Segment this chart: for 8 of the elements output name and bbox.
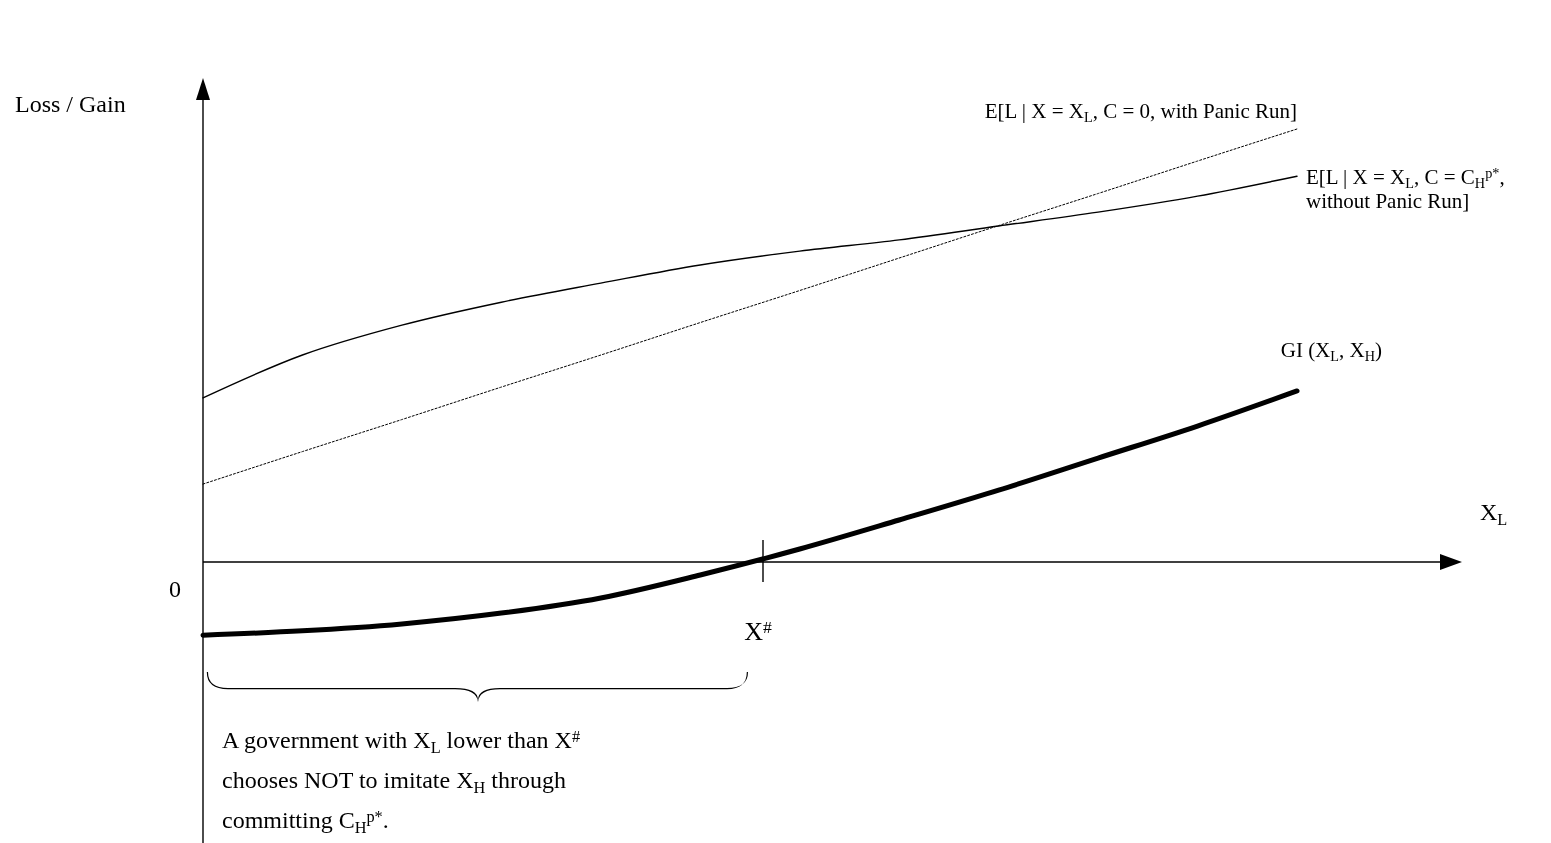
series-label: E[L | X = X$_{L}$, C = 0, with Panic Run] [984, 99, 1297, 126]
text: A government with X$_{L}$ lower than X$^{#}$ chooses NOT to imitate X$_{H}$ through committing C$_{H}$$^{p*}$. [222, 726, 581, 837]
text: X$_{L}$ [1480, 499, 1508, 529]
series-label: GI (X$_{L}$, X$_{H}$) [1280, 338, 1382, 365]
text: E[L | X = X$_{L}$, C = C$_{H}$$^{p*}$, without Panic Run] [1306, 165, 1505, 213]
annotation: X$^{#}$ [744, 616, 772, 646]
annotation: 0 [169, 576, 181, 602]
y-axis-title: Loss / Gain [15, 91, 126, 117]
